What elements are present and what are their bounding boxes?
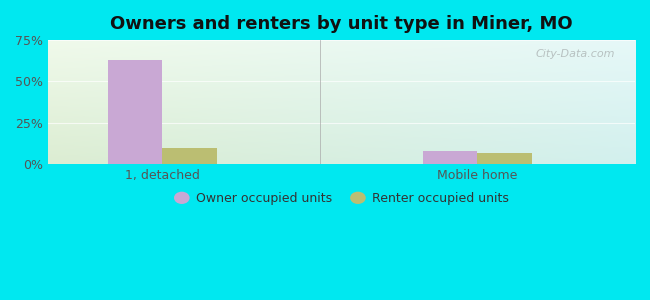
Bar — [423, 151, 478, 164]
Bar — [162, 148, 217, 164]
Legend: Owner occupied units, Renter occupied units: Owner occupied units, Renter occupied un… — [169, 187, 514, 210]
Bar — [478, 153, 532, 164]
Text: City-Data.com: City-Data.com — [535, 49, 615, 59]
Bar — [108, 60, 162, 164]
Title: Owners and renters by unit type in Miner, MO: Owners and renters by unit type in Miner… — [110, 15, 573, 33]
